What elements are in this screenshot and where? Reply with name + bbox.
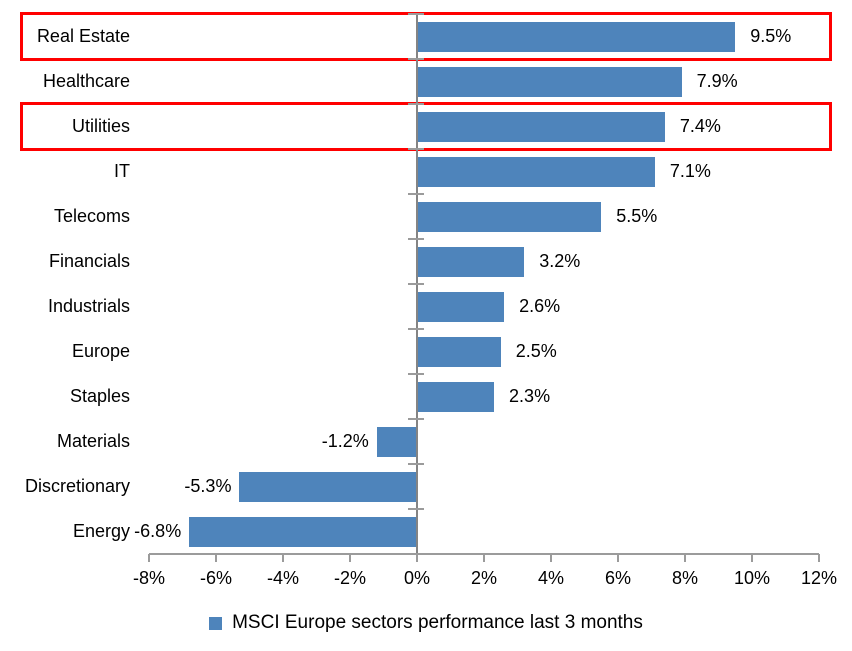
category-label: Financials bbox=[48, 251, 130, 271]
x-axis-tick bbox=[684, 554, 686, 562]
x-axis-tick bbox=[751, 554, 753, 562]
category-label: IT bbox=[114, 161, 130, 181]
x-axis-tick-label: 8% bbox=[671, 568, 698, 588]
category-tick bbox=[408, 508, 424, 510]
legend-swatch-icon bbox=[209, 616, 223, 630]
value-label: 5.5% bbox=[616, 206, 658, 226]
x-axis-tick bbox=[550, 554, 552, 562]
x-axis-tick-label: 6% bbox=[604, 568, 631, 588]
x-axis-tick-label: 12% bbox=[800, 568, 838, 588]
value-label: 3.2% bbox=[539, 251, 581, 271]
category-tick bbox=[408, 463, 424, 465]
category-tick bbox=[408, 418, 424, 420]
value-label: 2.3% bbox=[509, 386, 551, 406]
x-axis-tick bbox=[215, 554, 217, 562]
category-tick bbox=[408, 193, 424, 195]
value-label: 9.5% bbox=[750, 26, 792, 46]
legend-label: MSCI Europe sectors performance last 3 m… bbox=[232, 612, 643, 633]
category-label: Discretionary bbox=[24, 476, 130, 496]
x-axis-tick-label: -2% bbox=[333, 568, 366, 588]
category-tick bbox=[408, 13, 424, 15]
category-tick bbox=[408, 58, 424, 60]
x-axis-tick-label: 4% bbox=[537, 568, 564, 588]
category-label: Utilities bbox=[71, 116, 130, 136]
bar bbox=[239, 471, 417, 502]
bar bbox=[417, 21, 736, 52]
category-tick bbox=[408, 238, 424, 240]
category-tick bbox=[408, 373, 424, 375]
x-axis-tick bbox=[617, 554, 619, 562]
category-label: Europe bbox=[71, 341, 130, 361]
x-axis-tick-label: 10% bbox=[733, 568, 771, 588]
category-tick bbox=[408, 148, 424, 150]
bar bbox=[417, 246, 525, 277]
x-axis-tick bbox=[349, 554, 351, 562]
value-label: 7.1% bbox=[669, 161, 711, 181]
category-label: Real Estate bbox=[36, 26, 130, 46]
category-label: Materials bbox=[56, 431, 130, 451]
legend: MSCI Europe sectors performance last 3 m… bbox=[0, 612, 852, 634]
x-axis-tick bbox=[416, 554, 418, 562]
x-axis-tick-label: 0% bbox=[403, 568, 430, 588]
bar bbox=[189, 516, 417, 547]
x-axis-tick-label: -4% bbox=[266, 568, 299, 588]
highlight-box bbox=[20, 102, 832, 151]
category-tick bbox=[408, 283, 424, 285]
category-label: Healthcare bbox=[42, 71, 130, 91]
value-label: 7.9% bbox=[696, 71, 738, 91]
bar bbox=[417, 381, 495, 412]
value-label: -1.2% bbox=[321, 431, 369, 451]
bar bbox=[417, 201, 602, 232]
bar bbox=[376, 426, 417, 457]
bar bbox=[417, 336, 501, 367]
category-tick bbox=[408, 328, 424, 330]
value-label: 2.5% bbox=[515, 341, 557, 361]
category-tick bbox=[408, 103, 424, 105]
value-label: -5.3% bbox=[184, 476, 232, 496]
bar bbox=[417, 156, 655, 187]
x-axis-tick bbox=[148, 554, 150, 562]
x-axis-tick bbox=[483, 554, 485, 562]
category-label: Energy bbox=[72, 521, 130, 541]
highlight-box bbox=[20, 12, 832, 61]
bar bbox=[417, 111, 665, 142]
x-axis-tick bbox=[282, 554, 284, 562]
value-label: -6.8% bbox=[134, 521, 182, 541]
value-label: 7.4% bbox=[679, 116, 721, 136]
category-label: Industrials bbox=[47, 296, 130, 316]
x-axis-tick bbox=[818, 554, 820, 562]
bar bbox=[417, 291, 505, 322]
x-axis-tick-label: 2% bbox=[470, 568, 497, 588]
value-label: 2.6% bbox=[519, 296, 561, 316]
category-label: Staples bbox=[69, 386, 130, 406]
x-axis-tick-label: -6% bbox=[199, 568, 232, 588]
category-label: Telecoms bbox=[53, 206, 130, 226]
bar bbox=[417, 66, 682, 97]
x-axis-tick-label: -8% bbox=[132, 568, 165, 588]
